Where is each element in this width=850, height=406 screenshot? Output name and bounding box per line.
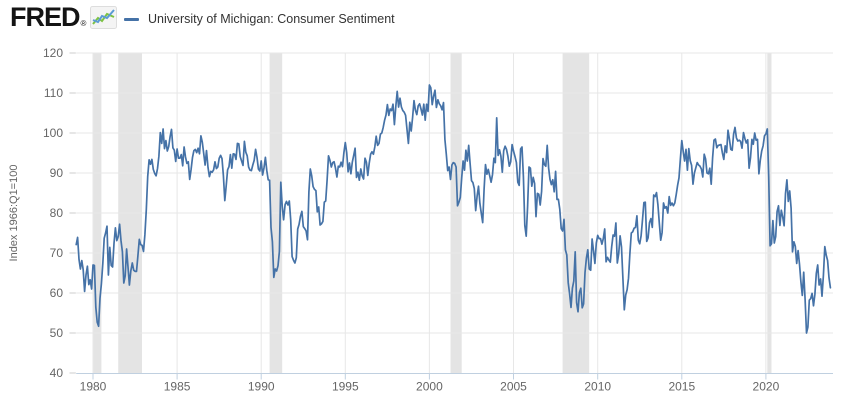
y-tick-label: 60 <box>50 286 64 300</box>
x-tick-label: 2000 <box>416 380 443 394</box>
fred-logo-text: FRED <box>10 2 80 32</box>
fred-logo-sparkline-icon <box>90 6 118 29</box>
x-tick-label: 2010 <box>584 380 611 394</box>
x-tick-label: 1980 <box>80 380 107 394</box>
x-tick-label: 1985 <box>164 380 191 394</box>
y-tick-label: 50 <box>50 326 64 340</box>
x-tick-label: 1990 <box>248 380 275 394</box>
registered-trademark-icon: ® <box>80 19 87 28</box>
y-tick-label: 70 <box>50 246 64 260</box>
x-tick-label: 1995 <box>332 380 359 394</box>
y-tick-label: 100 <box>43 126 63 140</box>
y-tick-label: 110 <box>44 86 63 100</box>
y-tick-label: 120 <box>43 46 63 60</box>
legend: University of Michigan: Consumer Sentime… <box>124 12 395 26</box>
x-tick-label: 2005 <box>500 380 527 394</box>
y-tick-label: 40 <box>50 366 64 380</box>
x-tick-label: 2015 <box>668 380 695 394</box>
chart-header: FRED ® University of Michigan: Consumer … <box>0 0 850 36</box>
sentiment-line <box>75 84 832 334</box>
y-tick-label: 80 <box>50 206 64 220</box>
legend-line-swatch <box>124 17 139 21</box>
fred-logo[interactable]: FRED ® <box>10 2 118 32</box>
legend-series-label[interactable]: University of Michigan: Consumer Sentime… <box>148 12 395 26</box>
y-axis-title: Index 1966:Q1=100 <box>8 164 20 262</box>
y-tick-label: 90 <box>50 166 64 180</box>
x-tick-label: 2020 <box>753 380 780 394</box>
plot-area[interactable] <box>76 53 833 373</box>
